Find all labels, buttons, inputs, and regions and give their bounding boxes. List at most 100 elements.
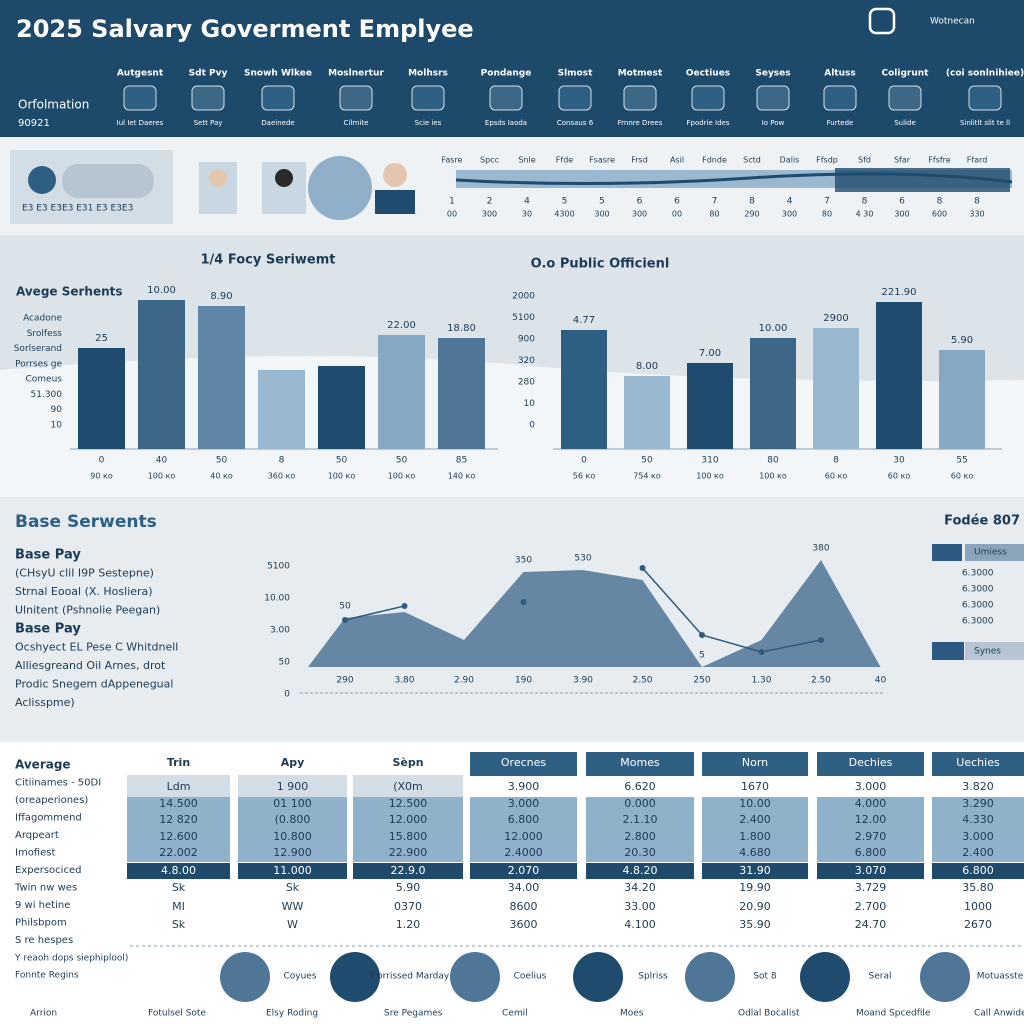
table-cell: 3.070 (855, 864, 887, 877)
bar (624, 376, 670, 449)
timeline-label: Dalis (780, 156, 800, 165)
peak-label: 5 (699, 651, 705, 661)
legend-value: 6.3000 (962, 569, 994, 579)
timeline-num: 2 (487, 197, 493, 207)
y-tick-label: Sorlserand (14, 344, 62, 354)
table-cell: 1.20 (396, 918, 421, 931)
bar-label: 4.77 (573, 315, 595, 326)
instagram-icon[interactable] (868, 7, 896, 35)
nav-sub: Fpodrie Ides (686, 119, 729, 127)
footer-bottom: Call Anwide (974, 1009, 1024, 1019)
timeline-num: 1 (449, 197, 455, 207)
section-line: Prodic Snegem dAppenegual (15, 678, 173, 691)
table-cell: (X0m (393, 780, 423, 793)
table-cell: 3.900 (508, 780, 540, 793)
timeline-num: 290 (744, 210, 759, 219)
table-header: Orecnes (501, 756, 546, 769)
x-sub-label: 140 ко (448, 472, 476, 481)
timeline-num: 7 (712, 197, 718, 207)
x-tick-label: 2.50 (811, 676, 831, 686)
header-cell (702, 752, 808, 776)
people (199, 156, 415, 220)
line (344, 567, 822, 653)
header-cell (817, 752, 924, 776)
x-sub-label: 60 ко (888, 472, 911, 481)
x-sub-label: 100 ко (759, 472, 787, 481)
footer-icon (220, 952, 270, 1002)
row-label: Citiinames - 50DI (15, 778, 101, 789)
row-band (470, 863, 577, 879)
table-cell: 2.970 (855, 830, 887, 843)
row-label: Average (15, 758, 71, 772)
peak-label: 50 (339, 602, 351, 612)
section-line: Ocshyect EL Pese C Whitdnell (15, 641, 178, 654)
bar (438, 338, 485, 449)
bar (258, 370, 305, 449)
timeline-num: 300 (594, 210, 609, 219)
table-cell: 0.000 (624, 797, 656, 810)
table-cell: 3.290 (962, 797, 994, 810)
nav-sub: Scie ies (415, 119, 442, 127)
table-cell: 0370 (394, 900, 422, 913)
table-header: Norn (742, 756, 768, 769)
card-text: Е3 Е3 Е3Е3 Е31 Е3 Е3Е3 (22, 204, 133, 214)
timeline-num: 30 (522, 210, 532, 219)
y-tick-label: 320 (518, 356, 535, 366)
legend-swatch (932, 642, 964, 660)
y-title: Avege Serhents (16, 285, 123, 299)
person (375, 190, 415, 214)
nav-label: Coligrunt (882, 69, 930, 79)
table-cell: 12.600 (159, 830, 198, 843)
table-cell: WW (282, 900, 304, 913)
table-cell: 12.00 (855, 813, 887, 826)
y-tick-label: 3.00 (270, 626, 290, 636)
nav-label: Autgesnt (117, 69, 164, 79)
header-cell (586, 752, 694, 776)
table-cell: 35.80 (962, 881, 994, 894)
row-band (127, 863, 230, 879)
area (308, 560, 885, 667)
timeline-num: 00 (672, 210, 682, 219)
title: 2025 Salvary Goverment Emplyee (16, 15, 474, 43)
table-cell: 10.00 (739, 797, 771, 810)
table-header: Uechies (956, 756, 1000, 769)
y-tick-label: 10 (524, 399, 536, 409)
bar (750, 338, 796, 449)
timeline-num: 00 (447, 210, 457, 219)
table-cell: 4.680 (739, 846, 771, 859)
nav-sub: Daeinede (261, 119, 294, 127)
section-line: Alliesgreand Oil Arnes, drot (15, 659, 166, 672)
table-cell: 19.90 (739, 881, 771, 894)
table-cell: 4.100 (624, 918, 656, 931)
x-tick-label: 30 (893, 456, 905, 466)
table-cell: 2.400 (739, 813, 771, 826)
x-tick-label: 50 (396, 456, 408, 466)
nav-label: (coi sonlnihiee) (946, 69, 1024, 79)
timeline-num: 4 30 (856, 210, 874, 219)
x-sub-label: 100 ко (696, 472, 724, 481)
timeline-label: Ffard (967, 156, 988, 165)
row-band (817, 797, 924, 862)
footer-item: Coelius (514, 972, 547, 982)
table-cell: 4.8.20 (623, 864, 658, 877)
x-tick-label: 80 (767, 456, 779, 466)
nav-sub: Consaus 6 (557, 119, 594, 127)
bar-label: 25 (95, 333, 108, 344)
table-cell: 1670 (741, 780, 769, 793)
x-tick-label: 8 (279, 456, 285, 466)
y-tick-label: 10.00 (264, 594, 290, 604)
table-cell: 6.800 (508, 813, 540, 826)
footer-intro: Y reaoh dops siephiplool) (14, 954, 128, 964)
footer-icon (800, 952, 850, 1002)
footer-bottom: Arrion (30, 1009, 57, 1019)
table-cell: 33.00 (624, 900, 656, 913)
x-sub-label: 100 ко (328, 472, 356, 481)
timeline-num: 5 (599, 197, 605, 207)
timeline-num: 4 (524, 197, 530, 207)
table-cell: 6.620 (624, 780, 656, 793)
table-cell: 20.90 (739, 900, 771, 913)
table-cell: 2.800 (624, 830, 656, 843)
timeline-num: 4300 (554, 210, 574, 219)
y-tick-label: 50 (279, 658, 291, 668)
y-tick-label: 90 (51, 405, 63, 415)
